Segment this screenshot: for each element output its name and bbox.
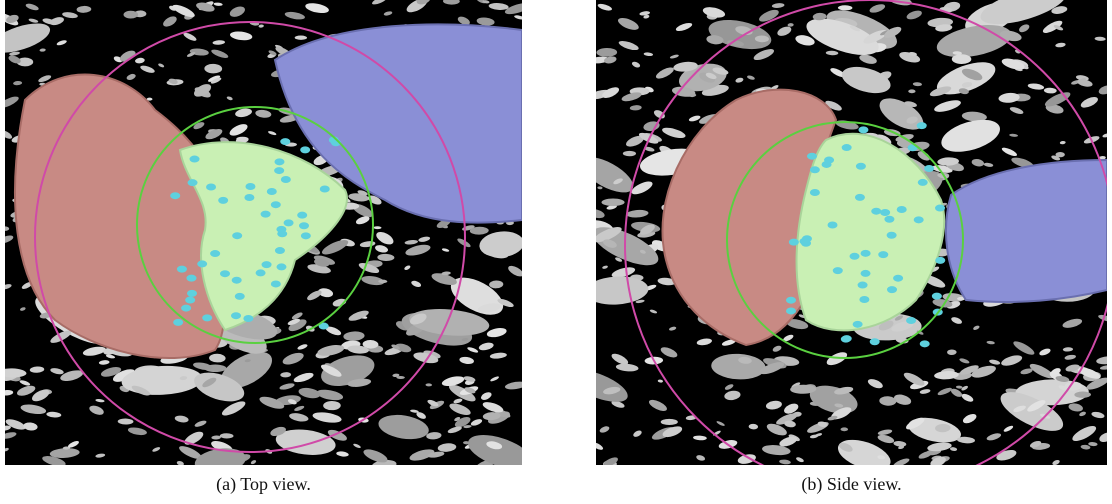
glyph-cyan xyxy=(185,297,195,304)
glyph-cyan xyxy=(824,157,834,164)
glyph-cyan xyxy=(801,240,811,247)
glyph-cyan xyxy=(850,253,860,260)
glyph-cyan xyxy=(893,275,903,282)
glyph-cyan xyxy=(210,250,220,257)
glyph-cyan xyxy=(853,321,863,328)
glyph xyxy=(623,151,636,156)
glyph-cyan xyxy=(884,216,894,223)
glyph-cyan xyxy=(855,194,865,201)
glyph-cyan xyxy=(917,122,927,129)
panel-image xyxy=(5,0,522,465)
glyph xyxy=(601,198,624,206)
glyph-cyan xyxy=(810,166,820,173)
glyph-cyan xyxy=(235,293,245,300)
glyph-cyan xyxy=(935,205,945,212)
glyph xyxy=(323,401,341,410)
glyph-cyan xyxy=(277,230,287,237)
glyph-cyan xyxy=(177,266,187,273)
glyph-cyan xyxy=(274,167,284,174)
glyph-cyan xyxy=(786,297,796,304)
glyph-cyan xyxy=(206,184,216,191)
glyph-cyan xyxy=(858,282,868,289)
glyph-cyan xyxy=(935,257,945,264)
glyph-cyan xyxy=(280,138,290,145)
glyph-cyan xyxy=(856,163,866,170)
glyph-cyan xyxy=(842,144,852,151)
glyph-cyan xyxy=(170,192,180,199)
glyph-cyan xyxy=(243,315,253,322)
glyph-cyan xyxy=(807,153,817,160)
glyph-cyan xyxy=(232,232,242,239)
glyph-cyan xyxy=(920,340,930,347)
glyph-cyan xyxy=(887,232,897,239)
glyph-cyan xyxy=(274,158,284,165)
glyph-cyan xyxy=(276,263,286,270)
glyph-cyan xyxy=(887,286,897,293)
glyph-cyan xyxy=(188,179,198,186)
glyph-cyan xyxy=(231,312,241,319)
glyph-cyan xyxy=(275,247,285,254)
glyph xyxy=(841,427,849,431)
glyph-cyan xyxy=(271,201,281,208)
glyph-cyan xyxy=(897,206,907,213)
caption: (a) Top view. xyxy=(5,474,522,495)
glyph-cyan xyxy=(810,189,820,196)
glyph-cyan xyxy=(871,208,881,215)
glyph-cyan xyxy=(186,275,196,282)
glyph-cyan xyxy=(281,176,291,183)
glyph-cyan xyxy=(197,260,207,267)
glyph-cyan xyxy=(906,317,916,324)
glyph-cyan xyxy=(914,216,924,223)
glyph-cyan xyxy=(297,212,307,219)
glyph-cyan xyxy=(299,222,309,229)
glyph xyxy=(123,11,138,19)
glyph-cyan xyxy=(880,209,890,216)
glyph-cyan xyxy=(932,293,942,300)
glyph-cyan xyxy=(924,165,934,172)
glyph-cyan xyxy=(870,338,880,345)
glyph-cyan xyxy=(918,179,928,186)
glyph-cyan xyxy=(218,197,228,204)
glyph-cyan xyxy=(261,211,271,218)
glyph-cyan xyxy=(187,290,197,297)
glyph-cyan xyxy=(300,146,310,153)
glyph-cyan xyxy=(271,280,281,287)
glyph-cyan xyxy=(858,126,868,133)
glyph-cyan xyxy=(841,336,851,343)
glyph-cyan xyxy=(244,194,254,201)
glyph xyxy=(661,419,678,425)
glyph-cyan xyxy=(878,251,888,258)
caption: (b) Side view. xyxy=(596,474,1107,495)
glyph-cyan xyxy=(232,277,242,284)
glyph-cyan xyxy=(190,156,200,163)
glyph-cyan xyxy=(828,221,838,228)
glyph-cyan xyxy=(861,270,871,277)
glyph-cyan xyxy=(861,250,871,257)
panel-image xyxy=(596,0,1107,465)
glyph-cyan xyxy=(267,188,277,195)
glyph-cyan xyxy=(245,183,255,190)
glyph-cyan xyxy=(202,314,212,321)
glyph-cyan xyxy=(220,270,230,277)
glyph-cyan xyxy=(284,219,294,226)
glyph-cyan xyxy=(833,267,843,274)
glyph-cyan xyxy=(262,261,272,268)
glyph-cyan xyxy=(320,186,330,193)
glyph xyxy=(908,89,915,93)
glyph-cyan xyxy=(786,307,796,314)
glyph-cyan xyxy=(181,305,191,312)
page: (a) Top view. (b) Side view. (() => { co… xyxy=(0,0,1112,504)
glyph-cyan xyxy=(859,296,869,303)
glyph-cyan xyxy=(789,239,799,246)
glyph-cyan xyxy=(301,232,311,239)
glyph-cyan xyxy=(173,319,183,326)
glyph-cyan xyxy=(256,269,266,276)
